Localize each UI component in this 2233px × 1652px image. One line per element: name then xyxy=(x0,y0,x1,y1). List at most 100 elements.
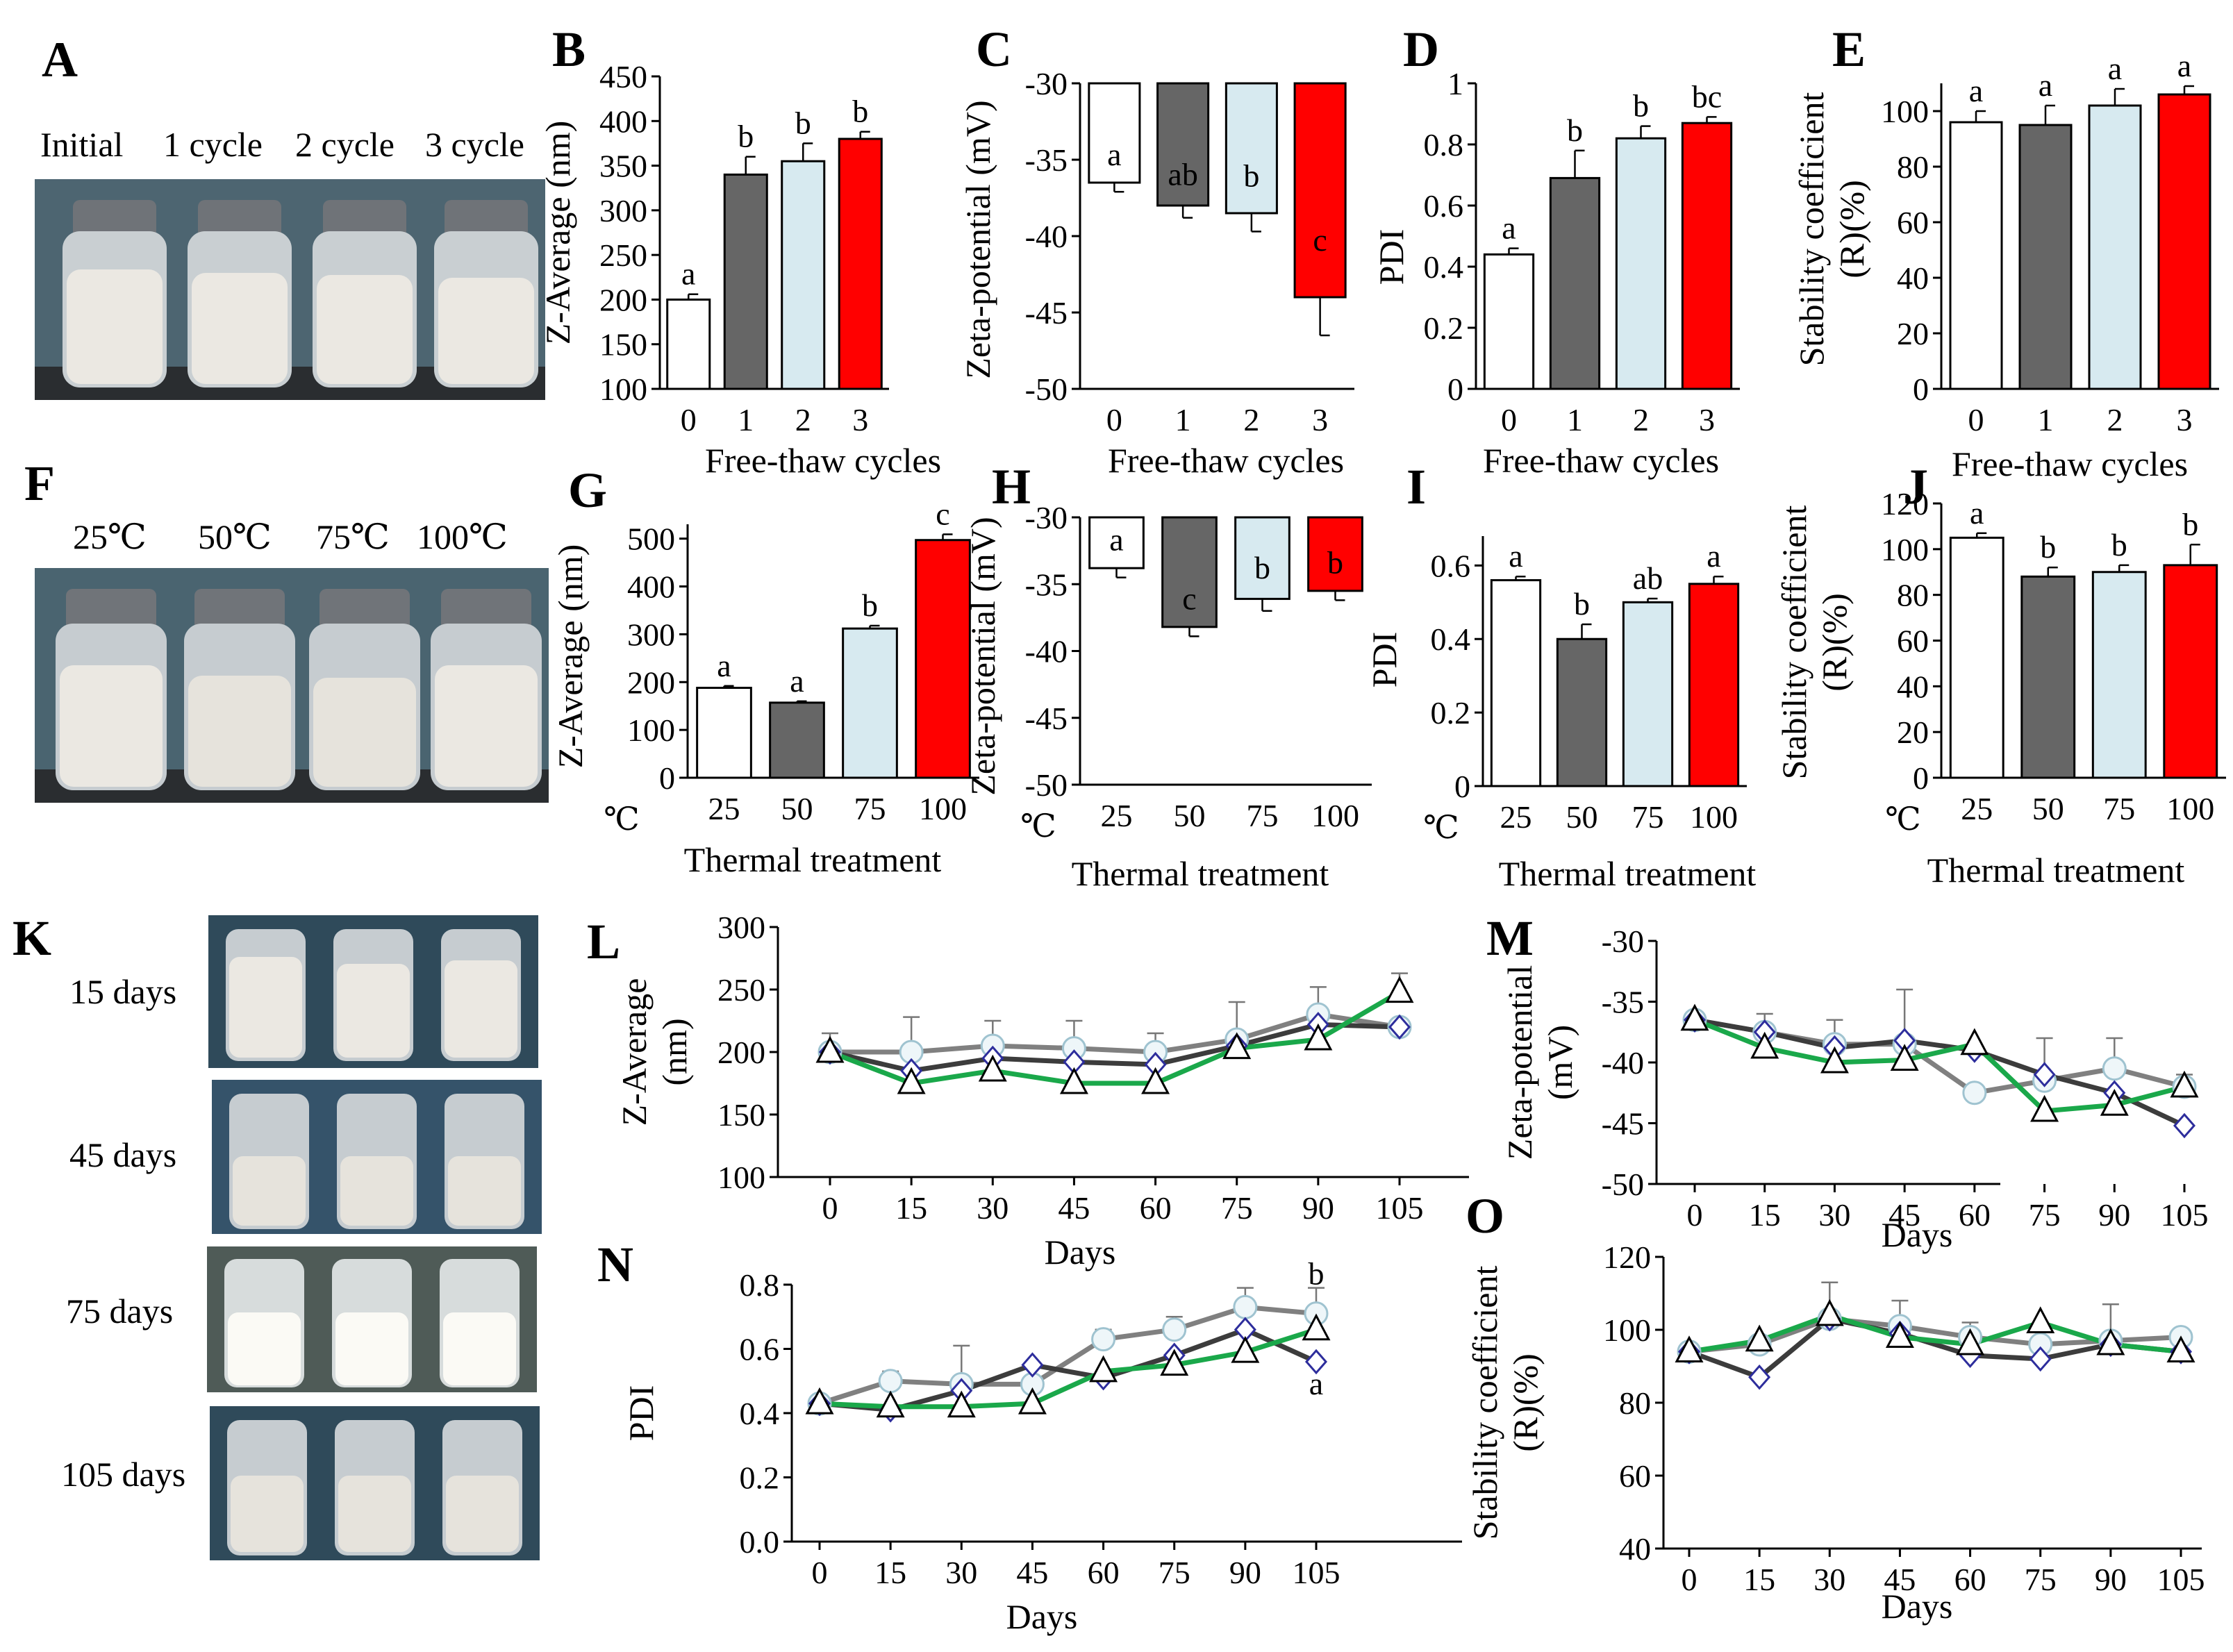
bar-75 xyxy=(1622,601,1674,787)
bar-50 xyxy=(1161,516,1218,628)
x-tick-label: 60 xyxy=(1088,1555,1120,1590)
y-tick-label: 350 xyxy=(599,149,647,184)
marker-triangle xyxy=(897,1067,926,1094)
y-axis-label-line-2: (mV) xyxy=(1541,1025,1579,1100)
chart-h: H -50 -45 -40 -35 -30 Thermal treatment Zeta-po… xyxy=(963,459,1372,893)
y-tick-label: 80 xyxy=(1897,578,1929,613)
panel-f: F 25℃ 50℃ 75℃ 100℃ xyxy=(24,456,549,803)
x-tick-label: 3 xyxy=(1699,402,1715,437)
y-tick-label: 20 xyxy=(1897,316,1929,351)
panel-k: K 15 days 45 days 75 days 105 days xyxy=(13,910,542,1560)
x-tick-label: 100 xyxy=(1311,798,1359,833)
y-tick-label: -45 xyxy=(1025,295,1068,331)
photo-label-15-days: 15 days xyxy=(69,972,176,1011)
panel-letter-i: I xyxy=(1406,459,1426,515)
significance-letter: bc xyxy=(1692,78,1722,114)
bar-2 xyxy=(2088,104,2142,390)
marker-circle xyxy=(1962,1081,1987,1105)
y-tick-label: 200 xyxy=(599,282,647,317)
photo-label-50c: 50℃ xyxy=(198,517,272,556)
bottle-a-2 xyxy=(188,200,292,387)
x-tick-label: 50 xyxy=(1174,798,1206,833)
x-tick-label: 30 xyxy=(1813,1562,1845,1597)
marker-triangle xyxy=(1231,1335,1260,1363)
bar-3 xyxy=(1293,82,1347,299)
x-axis-label: Free-thaw cycles xyxy=(1483,441,1719,480)
marker-diamond xyxy=(1305,1349,1327,1375)
x-tick-label: 25 xyxy=(708,791,740,826)
photo-k-2 xyxy=(212,1080,542,1234)
marker-triangle xyxy=(1385,976,1414,1003)
y-tick-label: 80 xyxy=(1897,149,1929,185)
x-axis-label: Thermal treatment xyxy=(1927,851,2185,890)
x-tick-label: 3 xyxy=(1312,402,1328,437)
significance-letter: b xyxy=(862,587,878,623)
x-axis-label: Free-thaw cycles xyxy=(1952,444,2188,483)
x-tick-label: 90 xyxy=(2098,1197,2130,1233)
panel-letter-n: N xyxy=(597,1237,633,1292)
marker-triangle xyxy=(2096,1328,2125,1355)
x-tick-label: 1 xyxy=(2038,402,2054,437)
y-tick-label: 0 xyxy=(1454,769,1470,804)
bottle-f-2 xyxy=(184,589,295,790)
significance-letter: c xyxy=(1182,581,1196,616)
significance-letter: a xyxy=(681,256,695,292)
x-tick-label: 75 xyxy=(1221,1190,1253,1226)
y-tick-label: 0 xyxy=(1913,760,1929,796)
y-tick-label: -35 xyxy=(1025,567,1068,602)
x-axis-label: Days xyxy=(1882,1587,1953,1626)
bar-1 xyxy=(1156,82,1210,207)
x-tick-label: 45 xyxy=(1058,1190,1090,1226)
x-tick-label: 1 xyxy=(1175,402,1191,437)
x-tick-label: 105 xyxy=(2161,1197,2209,1233)
x-tick-label: 75 xyxy=(2025,1562,2057,1597)
y-axis-label: Z-Average (nm) xyxy=(551,544,590,769)
y-tick-label: 500 xyxy=(627,522,675,557)
bar-3 xyxy=(838,137,883,390)
marker-triangle xyxy=(1750,1031,1779,1059)
marker-triangle xyxy=(2100,1089,2129,1116)
y-tick-label: 300 xyxy=(717,910,765,945)
y-tick-label: 100 xyxy=(1881,532,1929,567)
y-tick-label: 120 xyxy=(1881,486,1929,522)
bar-50 xyxy=(769,701,825,779)
x-tick-label: 50 xyxy=(1566,799,1598,835)
y-axis-label-line-1: Stability coefficient xyxy=(1466,1265,1504,1540)
bottle-f-1 xyxy=(56,589,167,790)
significance-letter: b xyxy=(1574,586,1590,621)
panel-letter-h: H xyxy=(992,459,1031,515)
x-tick-label: 0 xyxy=(812,1555,828,1590)
x-tick-label: 1 xyxy=(738,402,754,437)
marker-triangle xyxy=(2166,1335,2195,1362)
y-axis-label-line-2: (R)(%) xyxy=(1815,593,1854,692)
y-axis-label: PDI xyxy=(1365,632,1404,688)
y-tick-label: 200 xyxy=(717,1035,765,1070)
bar-0 xyxy=(666,298,711,390)
y-axis-label-group: Z-Average (nm) xyxy=(615,978,694,1126)
chart-m: M -50 -45 -40 -35 -30 Days Zeta-potential (mV) 0 1… xyxy=(1486,910,2209,1254)
significance-letter: a xyxy=(1109,522,1123,558)
significance-letter: a xyxy=(790,663,804,699)
bar-25 xyxy=(1490,579,1542,787)
x-tick-label: 50 xyxy=(2032,791,2064,826)
bar-2 xyxy=(1615,137,1667,390)
x-tick-label: 3 xyxy=(2177,402,2193,437)
y-axis-label: PDI xyxy=(622,1385,661,1442)
bar-2 xyxy=(781,160,826,390)
x-tick-label: 0 xyxy=(1682,1562,1697,1597)
significance-letter: c xyxy=(936,496,949,531)
x-tick-label: 60 xyxy=(1954,1562,1986,1597)
y-tick-label: 150 xyxy=(717,1097,765,1133)
significance-letter: b xyxy=(852,94,868,129)
chart-i: I 0 0.2 0.4 0.6 Thermal treatment PDI ℃ a 25 b 50 ab… xyxy=(1365,459,1756,893)
panel-letter-m: M xyxy=(1486,910,1534,966)
y-axis-label-line-1: Zeta-potential xyxy=(1500,965,1539,1160)
chart-l: L 100 150 200 250 300 Days Z-Average (nm) 0 15 30 45… xyxy=(587,910,1469,1271)
x-tick-label: 3 xyxy=(852,402,868,437)
photo-a xyxy=(35,179,545,400)
y-tick-label: 0.0 xyxy=(740,1524,780,1560)
y-axis-label-line-2: (R)(%) xyxy=(1832,180,1871,278)
y-tick-label: 1 xyxy=(1447,66,1463,101)
